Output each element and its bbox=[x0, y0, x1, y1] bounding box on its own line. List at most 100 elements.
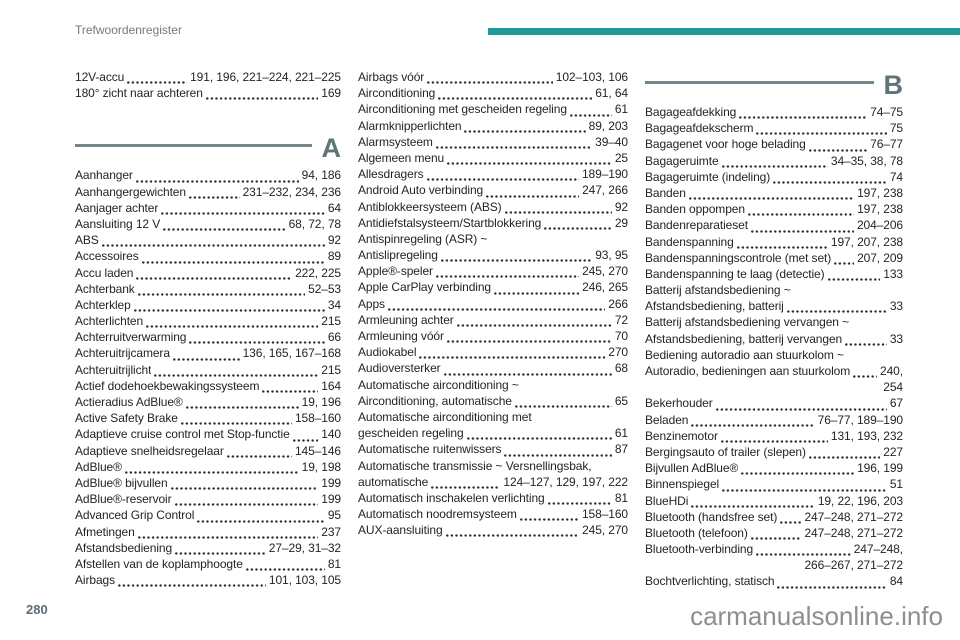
dotted-leader bbox=[741, 472, 855, 476]
dotted-leader bbox=[387, 307, 606, 311]
dotted-leader bbox=[504, 210, 612, 214]
dotted-leader bbox=[135, 179, 299, 183]
index-entry-pages: 93, 95 bbox=[595, 248, 628, 263]
dotted-leader bbox=[174, 503, 319, 507]
dotted-leader bbox=[853, 375, 878, 379]
index-entry: 12V-accu 191, 196, 221–224, 221–225 bbox=[75, 70, 341, 86]
index-entry-label: Bluetooth (telefoon) bbox=[645, 525, 748, 540]
index-entry-label: Achterklep bbox=[75, 297, 131, 312]
index-entry: Actieradius AdBlue® 19, 196 bbox=[75, 395, 341, 411]
index-entry: Armleuning vóór 70 bbox=[358, 329, 628, 345]
index-entry-label: Automatische ruitenwissers bbox=[358, 442, 502, 457]
index-entry: Apple CarPlay verbinding 246, 265 bbox=[358, 280, 628, 296]
index-entry-pages: 19, 196 bbox=[301, 395, 341, 409]
index-entry-pages: 231–232, 234, 236 bbox=[242, 184, 342, 199]
dotted-leader bbox=[170, 487, 319, 491]
index-entry-pages: 68, 72, 78 bbox=[288, 216, 341, 231]
index-entry: 254 bbox=[645, 380, 903, 396]
index-entry: Bagagenet voor hoge belading 76–77 bbox=[645, 137, 903, 153]
index-entry-pages: 189–190 bbox=[581, 167, 628, 182]
index-entry: Bekerhouder 67 bbox=[645, 396, 903, 412]
index-entry: Afstandsbediening, batterij 33 bbox=[645, 299, 903, 315]
index-entry: Bagageafdekscherm 75 bbox=[645, 121, 903, 137]
dotted-leader bbox=[514, 404, 612, 408]
dotted-leader bbox=[736, 245, 828, 249]
index-entry-label: Afstandsbediening, batterij vervangen bbox=[645, 331, 843, 346]
index-entry-label: Antispinregeling (ASR) ~ bbox=[358, 231, 488, 246]
index-entry-label: Bediening autoradio aan stuurkolom ~ bbox=[645, 347, 844, 362]
dotted-leader bbox=[137, 535, 319, 539]
dotted-leader bbox=[446, 340, 612, 344]
dotted-leader bbox=[445, 534, 580, 538]
dotted-leader bbox=[447, 162, 612, 166]
index-entry-label: Bochtverlichting, statisch bbox=[645, 574, 775, 589]
dotted-leader bbox=[163, 228, 286, 232]
index-entry-label: Apple CarPlay verbinding bbox=[358, 280, 492, 295]
index-entry-pages: 27–29, 31–32 bbox=[268, 540, 341, 555]
index-entry: Bandenreparatieset 204–206 bbox=[645, 218, 903, 234]
dotted-leader bbox=[519, 518, 579, 522]
index-entry: Bijvullen AdBlue® 196, 199 bbox=[645, 461, 903, 477]
dotted-leader bbox=[756, 553, 851, 557]
index-entry: AUX-aansluiting 245, 270 bbox=[358, 523, 628, 539]
index-entry-label: Banden oppompen bbox=[645, 202, 745, 217]
index-entry-pages: 81 bbox=[327, 556, 341, 571]
dotted-leader bbox=[739, 116, 868, 120]
dotted-leader bbox=[292, 438, 319, 442]
index-entry-pages: 133 bbox=[883, 266, 903, 281]
index-entry-pages: 158–160 bbox=[294, 411, 341, 426]
dotted-leader bbox=[262, 390, 319, 393]
dotted-leader bbox=[118, 584, 266, 588]
index-entry: Achterbank 52–53 bbox=[75, 282, 341, 298]
dotted-leader bbox=[691, 504, 815, 508]
index-entry-pages: 89 bbox=[327, 249, 341, 264]
index-entry-label: Aanhanger bbox=[75, 168, 133, 183]
index-entry: Automatische airconditioning ~ bbox=[358, 378, 628, 394]
index-entry: Automatisch noodremsysteem 158–160 bbox=[358, 507, 628, 523]
dotted-leader bbox=[127, 81, 188, 85]
dotted-leader bbox=[101, 244, 325, 248]
index-entry-label: Bergingsauto of trailer (slepen) bbox=[645, 444, 806, 459]
index-entry: Batterij afstandsbediening ~ bbox=[645, 283, 903, 299]
index-entry-pages: 247, 266 bbox=[582, 183, 628, 198]
index-entry-label: gescheiden regeling bbox=[358, 426, 464, 441]
index-entry-pages: 266 bbox=[608, 296, 628, 311]
index-entry: gescheiden regeling 61 bbox=[358, 426, 628, 442]
dotted-leader bbox=[466, 437, 612, 441]
watermark: carmanualsonline.info bbox=[690, 601, 943, 631]
dotted-leader bbox=[161, 211, 325, 215]
index-entry-label: Aansluiting 12 V bbox=[75, 216, 161, 231]
index-entry-pages: 254 bbox=[883, 380, 903, 395]
index-entry-label: Bluetooth (handsfree set) bbox=[645, 509, 778, 524]
dotted-leader bbox=[154, 373, 319, 377]
index-entry-label: Adaptieve snelheidsregelaar bbox=[75, 443, 224, 458]
index-entry: Bediening autoradio aan stuurkolom ~ bbox=[645, 348, 903, 364]
dotted-leader bbox=[443, 372, 612, 376]
index-entry-label: Active Safety Brake bbox=[75, 411, 178, 426]
dotted-leader bbox=[440, 259, 593, 263]
section-divider-a: A bbox=[75, 135, 341, 162]
index-entry-pages: 204–206 bbox=[856, 218, 903, 233]
index-entry-label: 180° zicht naar achteren bbox=[75, 86, 203, 101]
index-entry-pages: 145–146 bbox=[294, 443, 341, 458]
index-entry: Adaptieve cruise control met Stop-functi… bbox=[75, 427, 341, 443]
index-entry: Bandenspanningscontrole (met set) 207, 20… bbox=[645, 251, 903, 267]
index-entry: Afstellen van de koplamphoogte 81 bbox=[75, 557, 341, 573]
index-entry-label: Bandenreparatieset bbox=[645, 218, 748, 233]
index-entry-label: Achteruitrijlicht bbox=[75, 362, 152, 377]
section-divider-b: B bbox=[645, 72, 903, 99]
index-entry: Antidiefstalsysteem/Startblokkering 29 bbox=[358, 216, 628, 232]
dotted-leader bbox=[808, 148, 868, 152]
index-entry-pages: 68 bbox=[614, 361, 628, 376]
index-entry-pages: 33 bbox=[889, 331, 903, 346]
index-entry-label: Accu laden bbox=[75, 265, 134, 280]
index-entry-pages: 247–248, bbox=[853, 542, 903, 557]
index-entry: Automatische ruitenwissers 87 bbox=[358, 442, 628, 458]
index-entry-label: Apps bbox=[358, 296, 385, 311]
index-entry-label: Batterij afstandsbediening ~ bbox=[645, 283, 791, 298]
index-entry-pages: 227 bbox=[883, 444, 903, 459]
index-entry-label: Alarmsysteem bbox=[358, 134, 433, 149]
index-entry-label: Audioversterker bbox=[358, 361, 441, 376]
dotted-leader bbox=[185, 406, 299, 410]
index-entry-label: BlueHDi bbox=[645, 493, 689, 508]
